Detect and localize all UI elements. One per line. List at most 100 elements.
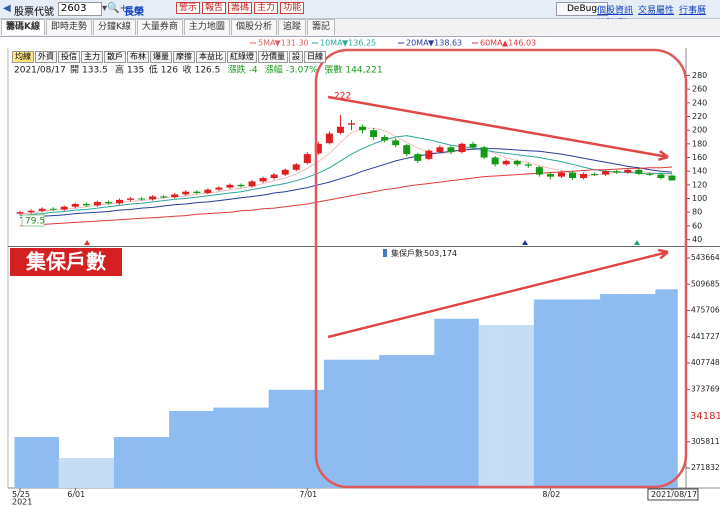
search-icon[interactable]: ▾🔍+ (102, 3, 128, 14)
candle-body (370, 130, 378, 137)
chart-button[interactable]: 摩擦 (173, 51, 195, 63)
candle-body (668, 175, 676, 181)
holder-bar (113, 436, 126, 488)
chart-button[interactable]: 外資 (35, 51, 57, 63)
arrow-head (658, 150, 669, 161)
debug-button[interactable]: DeBug (556, 2, 609, 16)
toolbar-link[interactable]: 個股資訊 (597, 6, 634, 16)
candle-body (613, 171, 621, 173)
tab[interactable]: 分鐘K線 (93, 19, 136, 35)
overlay-label: 集保戶數 (25, 250, 106, 274)
candle-body (82, 203, 90, 206)
holder-bar (14, 436, 26, 488)
holder-bar (533, 299, 546, 488)
holder-bar (401, 355, 413, 488)
chart-button[interactable]: 本益比 (196, 51, 226, 63)
legend-value: ▼136.25 (342, 39, 376, 48)
x-tick-label: 8/02 (542, 490, 560, 499)
x-tick-label: 5/25 (12, 490, 30, 499)
candle-body (38, 208, 46, 211)
tab[interactable]: 大量券商 (136, 19, 183, 35)
y-tick-label: 180 (692, 139, 707, 148)
candle-body (535, 167, 543, 175)
holder-bar (456, 318, 468, 488)
candle-body (292, 164, 300, 170)
arrow-head (657, 248, 669, 260)
info-label: 高 (115, 64, 124, 76)
high-label: 222 (334, 92, 351, 102)
candle-body (524, 164, 532, 166)
ma-line (19, 166, 673, 227)
chart-button[interactable]: 爆量 (150, 51, 172, 63)
y-tick-label: 509685 (691, 279, 720, 288)
tab[interactable]: 籌碼K線 (1, 19, 45, 35)
candle-body (325, 133, 333, 144)
low-label-box (21, 214, 45, 227)
candle-body (436, 147, 444, 153)
toolbar-button[interactable]: 警示 (176, 2, 201, 14)
candle-body (359, 126, 367, 131)
holder-bar (555, 299, 568, 488)
chart-button[interactable]: 投信 (58, 51, 80, 63)
y-tick-label: 407748 (691, 358, 720, 367)
toolbar-link[interactable]: 行事曆 (679, 6, 707, 16)
holder-bar (334, 359, 347, 488)
candle-body (171, 194, 179, 198)
candle-body (403, 145, 411, 155)
legend-value: ▼131.30 (275, 39, 309, 48)
candle-body (27, 210, 35, 213)
chart-button[interactable]: 紅綠燈 (227, 51, 257, 63)
toolbar-button[interactable]: 主力 (254, 2, 279, 14)
y-tick-label: 40 (692, 235, 702, 244)
tab[interactable]: 籌記 (306, 19, 335, 35)
holder-bar (500, 324, 513, 488)
toolbar-button[interactable]: 報告 (202, 2, 227, 14)
y-tick-label: 60 (692, 221, 702, 230)
candle-body (60, 206, 68, 210)
candle-body (149, 196, 157, 200)
holder-bar (423, 355, 435, 488)
toolbar-button[interactable]: 功能 (280, 2, 305, 14)
info-label: 漲幅 (265, 64, 283, 76)
toolbar-link[interactable]: 交易屬性 (638, 6, 675, 16)
holder-bar (489, 324, 501, 488)
tab[interactable]: 即時走勢 (45, 19, 92, 35)
holder-bar (36, 436, 48, 488)
tab[interactable]: 主力地圖 (183, 19, 230, 35)
chart-button[interactable]: 布林 (127, 51, 149, 63)
chart-button[interactable]: 日線 (304, 51, 326, 63)
event-marker (84, 240, 90, 245)
holder-bar (69, 457, 82, 488)
tab[interactable]: 個股分析 (230, 19, 277, 35)
chart-button[interactable]: 設 (289, 51, 303, 63)
candle-body (16, 212, 24, 214)
chart-button[interactable]: 散戶 (104, 51, 126, 63)
tab[interactable]: 追蹤 (277, 19, 306, 35)
chart-button[interactable]: 分價量 (258, 51, 288, 63)
holder-bar (644, 294, 656, 488)
back-icon[interactable]: ◀ (3, 3, 11, 14)
toolbar-button[interactable]: 籌碼 (228, 2, 253, 14)
stock-input[interactable]: 2603 (58, 2, 102, 16)
chart-button[interactable]: 均線 (12, 51, 34, 63)
holder-bar (257, 407, 269, 488)
info-value: 133.5 (82, 66, 108, 76)
holder-bar (566, 299, 579, 488)
candle-body (414, 154, 422, 161)
holder-bar (600, 294, 612, 488)
candle-body (193, 191, 201, 194)
holder-bar (147, 436, 159, 488)
date-box (647, 488, 699, 501)
chart-toolbar: 均線 外資 投信 主力 散戶 布林 爆量 摩擦 本益比 紅綠燈 分價量設日線 (12, 51, 327, 63)
annotation-arrow (327, 95, 669, 159)
annotation-box (314, 48, 688, 489)
candle-body (635, 169, 643, 174)
chart-button[interactable]: 主力 (81, 51, 103, 63)
holder-bar (357, 359, 369, 488)
candle-body (259, 178, 267, 182)
x-year-label: 2021 (12, 498, 32, 506)
candle-body (49, 208, 57, 210)
info-value: -3.07% (286, 66, 318, 76)
holder-bar (578, 299, 590, 488)
candle-body (281, 169, 289, 175)
